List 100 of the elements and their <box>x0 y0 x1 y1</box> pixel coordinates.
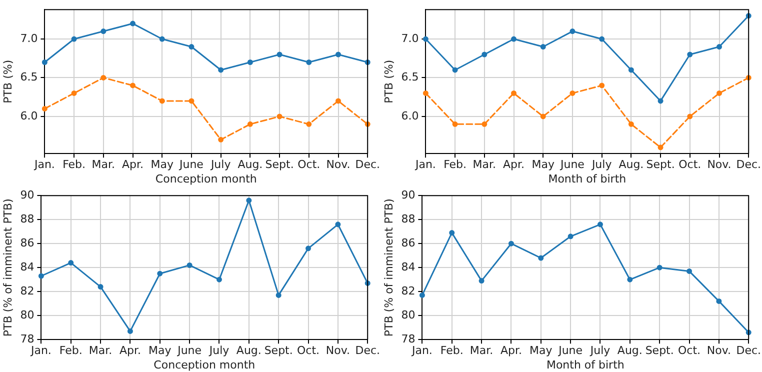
y-axis-title: PTB (%) <box>382 60 396 104</box>
point <box>276 114 282 120</box>
point <box>482 121 488 127</box>
x-tick-label: May <box>530 344 553 358</box>
y-tick-label: 6.0 <box>401 109 419 122</box>
point <box>687 52 693 58</box>
point <box>38 273 44 279</box>
x-tick-label: Apr. <box>119 344 141 358</box>
x-tick-label: Dec. <box>736 158 762 172</box>
x-tick-label: May <box>148 344 172 358</box>
point <box>336 52 342 58</box>
point <box>628 67 634 73</box>
point <box>71 90 77 96</box>
x-axis-title: Month of birth <box>548 172 626 186</box>
point <box>570 90 576 96</box>
y-tick-label: 78 <box>401 332 416 346</box>
point <box>716 44 722 50</box>
x-tick-label: Oct. <box>297 344 320 358</box>
y-tick-label: 7.0 <box>401 32 419 45</box>
x-tick-label: Jan. <box>410 344 432 358</box>
x-axis-title: Month of birth <box>546 358 624 372</box>
x-tick-label: Dec. <box>736 344 762 358</box>
point <box>335 222 341 228</box>
point <box>511 36 517 42</box>
y-tick-label: 84 <box>20 260 34 274</box>
y-tick-label: 6.5 <box>401 70 419 84</box>
point <box>100 28 106 34</box>
point <box>71 36 77 42</box>
y-tick-label: 90 <box>20 188 34 202</box>
y-tick-label: 86 <box>401 236 416 250</box>
point <box>599 82 605 88</box>
x-tick-label: Sept. <box>646 158 675 172</box>
point <box>130 82 136 88</box>
point <box>247 121 253 127</box>
y-tick-label: 6.5 <box>20 70 38 84</box>
y-tick-label: 82 <box>401 284 416 298</box>
x-tick-label: Jan. <box>30 344 52 358</box>
point <box>449 230 455 236</box>
point <box>658 98 664 104</box>
x-tick-label: Sept. <box>264 344 293 358</box>
x-tick-label: July <box>589 344 611 358</box>
y-tick-label: 7.0 <box>20 32 38 45</box>
x-tick-label: Apr. <box>122 158 144 172</box>
point <box>216 276 222 282</box>
x-tick-label: May <box>532 158 555 172</box>
point <box>218 67 224 73</box>
point <box>127 328 133 334</box>
point <box>98 284 104 290</box>
point <box>597 222 603 228</box>
x-tick-label: Aug. <box>617 344 642 358</box>
point <box>188 44 194 50</box>
x-tick-label: Mar. <box>470 344 494 358</box>
x-tick-label: Nov. <box>326 158 350 172</box>
x-tick-label: Feb. <box>444 158 467 172</box>
point <box>716 298 722 304</box>
x-tick-label: Sept. <box>265 158 294 172</box>
x-tick-label: Mar. <box>472 158 496 172</box>
point <box>628 121 634 127</box>
point <box>716 90 722 96</box>
point <box>157 270 163 276</box>
point <box>188 98 194 104</box>
x-tick-label: Feb. <box>59 344 82 358</box>
point <box>276 292 282 298</box>
point <box>540 114 546 120</box>
x-tick-label: June <box>176 344 202 358</box>
y-tick-label: 82 <box>20 284 34 298</box>
x-tick-label: June <box>558 344 583 358</box>
point <box>452 67 458 73</box>
point <box>42 59 48 65</box>
x-tick-label: Mar. <box>92 158 116 172</box>
x-tick-label: June <box>559 158 585 172</box>
point <box>246 198 252 204</box>
x-tick-label: Nov. <box>326 344 350 358</box>
x-tick-label: Feb. <box>62 158 86 172</box>
x-tick-label: Jan. <box>414 158 436 172</box>
point <box>568 234 574 240</box>
x-tick-label: Oct. <box>678 158 702 172</box>
x-tick-label: Jan. <box>33 158 55 172</box>
point <box>570 28 576 34</box>
point <box>422 36 428 42</box>
x-axis-title: Conception month <box>155 172 257 186</box>
point <box>422 90 428 96</box>
point <box>478 278 484 284</box>
y-tick-label: 90 <box>401 188 416 202</box>
point <box>336 98 342 104</box>
y-tick-label: 80 <box>20 308 34 322</box>
point <box>276 52 282 58</box>
x-tick-label: June <box>178 158 204 172</box>
x-tick-label: July <box>590 158 612 172</box>
y-tick-label: 78 <box>20 332 34 346</box>
point <box>306 59 312 65</box>
y-tick-label: 6.0 <box>20 109 38 122</box>
x-tick-label: Sept. <box>645 344 674 358</box>
point <box>511 90 517 96</box>
x-tick-label: July <box>210 158 232 172</box>
x-tick-label: Oct. <box>678 344 701 358</box>
point <box>186 262 192 268</box>
point <box>159 98 165 104</box>
x-tick-label: Nov. <box>706 344 731 358</box>
point <box>599 36 605 42</box>
